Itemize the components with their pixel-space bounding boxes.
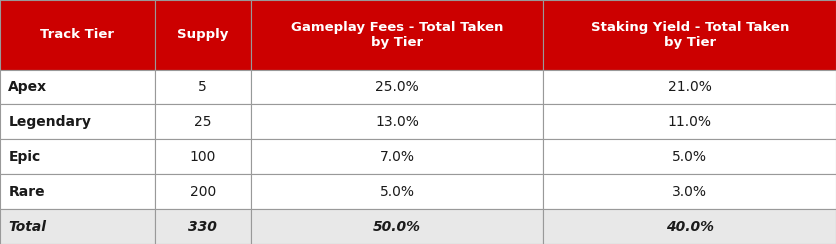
Text: 40.0%: 40.0% [665, 220, 714, 234]
Bar [155, 139, 251, 174]
Bar [0, 0, 155, 70]
Text: 50.0%: 50.0% [373, 220, 421, 234]
Text: Apex: Apex [8, 80, 48, 94]
Text: 330: 330 [188, 220, 217, 234]
Text: Total: Total [8, 220, 46, 234]
Text: Epic: Epic [8, 150, 41, 164]
Bar [155, 104, 251, 139]
Text: Gameplay Fees - Total Taken
by Tier: Gameplay Fees - Total Taken by Tier [291, 20, 503, 49]
Text: 13.0%: 13.0% [375, 115, 419, 129]
Bar [543, 0, 836, 70]
Bar [0, 209, 155, 244]
Bar [155, 0, 251, 70]
Bar [251, 104, 543, 139]
Bar [543, 70, 836, 104]
Bar [155, 70, 251, 104]
Text: 21.0%: 21.0% [668, 80, 711, 94]
Text: Rare: Rare [8, 185, 45, 199]
Text: 5: 5 [198, 80, 207, 94]
Bar [543, 209, 836, 244]
Text: Staking Yield - Total Taken
by Tier: Staking Yield - Total Taken by Tier [590, 20, 789, 49]
Bar [251, 209, 543, 244]
Text: 5.0%: 5.0% [380, 185, 415, 199]
Bar [543, 174, 836, 209]
Bar [0, 174, 155, 209]
Bar [251, 174, 543, 209]
Bar [251, 0, 543, 70]
Bar [251, 139, 543, 174]
Text: Track Tier: Track Tier [40, 28, 115, 41]
Text: 5.0%: 5.0% [672, 150, 707, 164]
Bar [543, 104, 836, 139]
Text: 200: 200 [190, 185, 216, 199]
Bar [155, 174, 251, 209]
Text: 11.0%: 11.0% [668, 115, 711, 129]
Bar [155, 209, 251, 244]
Text: 7.0%: 7.0% [380, 150, 415, 164]
Text: 25.0%: 25.0% [375, 80, 419, 94]
Text: 25: 25 [194, 115, 212, 129]
Text: Legendary: Legendary [8, 115, 91, 129]
Text: 100: 100 [190, 150, 216, 164]
Bar [0, 104, 155, 139]
Bar [0, 70, 155, 104]
Text: 3.0%: 3.0% [672, 185, 707, 199]
Bar [0, 139, 155, 174]
Bar [251, 70, 543, 104]
Bar [543, 139, 836, 174]
Text: Supply: Supply [177, 28, 228, 41]
